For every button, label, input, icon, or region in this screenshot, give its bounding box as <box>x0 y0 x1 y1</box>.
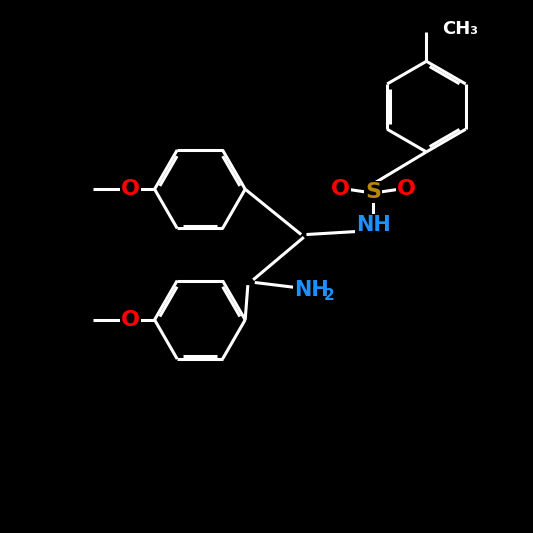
Text: O: O <box>397 179 416 199</box>
Text: CH₃: CH₃ <box>442 20 479 38</box>
Text: O: O <box>121 310 140 330</box>
Text: NH: NH <box>356 215 391 235</box>
Text: S: S <box>365 182 381 202</box>
Text: NH: NH <box>294 280 329 301</box>
Text: O: O <box>330 179 350 199</box>
Text: 2: 2 <box>324 288 334 303</box>
Text: O: O <box>121 179 140 199</box>
